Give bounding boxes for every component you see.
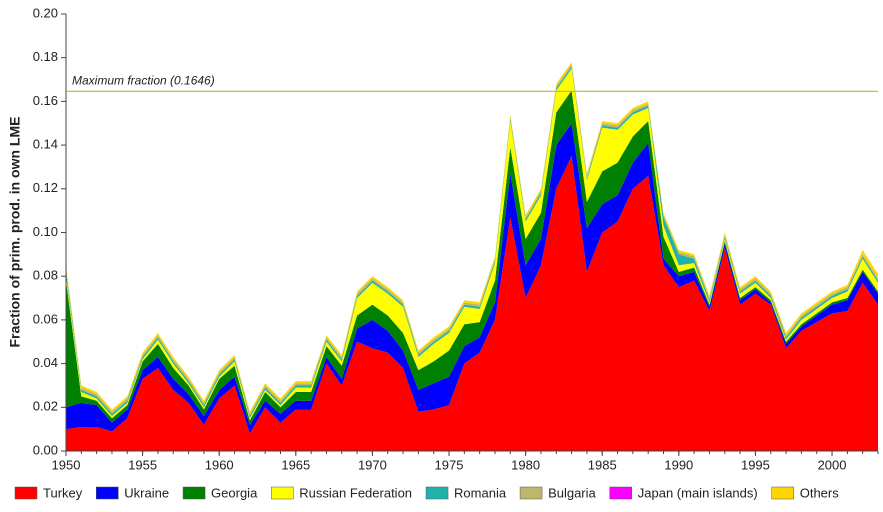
legend-label: Ukraine [124,485,169,500]
y-tick-label: 0.04 [33,355,58,370]
legend-label: Georgia [211,485,258,500]
legend-swatch [96,486,119,500]
legend-swatch [771,486,794,500]
x-tick-label: 1950 [52,457,81,472]
x-tick-label: 1995 [741,457,770,472]
area [66,156,878,451]
x-tick-label: 1955 [128,457,157,472]
legend-label: Bulgaria [548,485,596,500]
legend-label: Japan (main islands) [638,485,758,500]
legend-swatch [14,486,38,500]
legend-swatch [519,486,543,500]
legend-swatch [271,486,294,500]
legend-label: Russian Federation [299,485,412,500]
reference-label: Maximum fraction (0.1646) [72,74,215,88]
x-tick-label: 1970 [358,457,387,472]
legend-label: Turkey [43,485,83,500]
legend-swatch [609,486,633,500]
y-tick-label: 0.02 [33,399,58,414]
y-tick-label: 0.12 [33,180,58,195]
y-tick-label: 0.08 [33,268,58,283]
y-tick-label: 0.14 [33,137,58,152]
y-tick-label: 0.20 [33,5,58,20]
legend-label: Romania [454,485,507,500]
y-tick-label: 0.16 [33,93,58,108]
legend-label: Others [800,485,840,500]
x-tick-label: 1960 [205,457,234,472]
x-tick-label: 2000 [818,457,847,472]
x-tick-label: 1965 [281,457,310,472]
legend-swatch [425,486,449,500]
y-tick-label: 0.06 [33,311,58,326]
legend-swatch [182,486,206,500]
y-axis-label: Fraction of prim. prod. in own LME [7,117,23,348]
y-tick-label: 0.00 [33,442,58,457]
x-tick-label: 1990 [664,457,693,472]
y-tick-label: 0.10 [33,224,58,239]
x-tick-label: 1985 [588,457,617,472]
x-tick-label: 1980 [511,457,540,472]
x-tick-label: 1975 [435,457,464,472]
y-tick-label: 0.18 [33,49,58,64]
